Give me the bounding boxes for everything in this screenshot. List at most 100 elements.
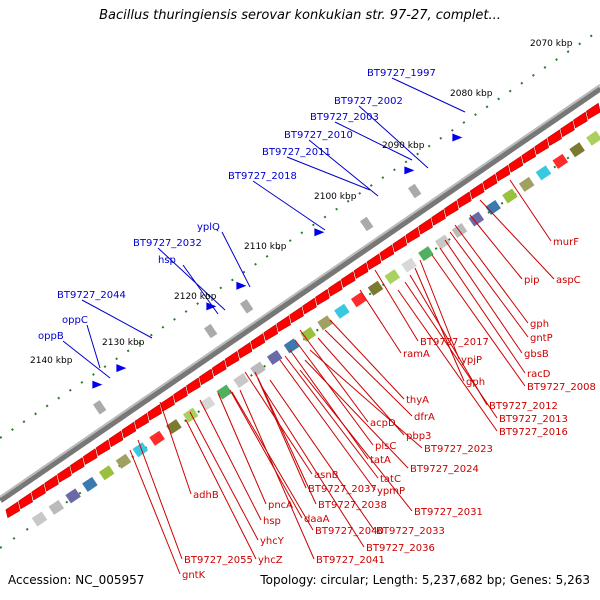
gene-arrow-forward (573, 111, 588, 129)
gene-label-inner: BT9727_2036 (366, 543, 435, 554)
gene-label-outer: hsp (158, 255, 176, 266)
scale-label: 2130 kbp (102, 338, 145, 348)
inner-leader-line (261, 386, 365, 548)
accession-label: Accession: NC_005957 (8, 573, 145, 587)
gene-label-inner: BT9727_2037 (308, 484, 377, 495)
inner-leader-line (199, 399, 262, 521)
gene-arrow-forward (431, 209, 446, 226)
inner-leader-line (129, 449, 181, 575)
outer-leader-line (157, 247, 226, 311)
gene-label-inner: gbsB (524, 349, 549, 360)
gene-box (418, 246, 434, 262)
outer-leader-line (221, 231, 251, 288)
gene-label-inner: adhB (193, 490, 219, 501)
gene-label-inner: BT9727_2041 (316, 555, 385, 566)
gene-arrow-forward (224, 350, 240, 368)
inner-leader-line (419, 259, 460, 360)
gene-box (65, 488, 81, 504)
inner-leader-line (279, 359, 376, 491)
gene-arrow-forward (289, 306, 304, 324)
gene-box (485, 199, 501, 215)
gene-arrow-forward (82, 448, 98, 466)
gene-label-inner: racD (527, 369, 551, 380)
gene-label-inner: yhcZ (258, 555, 283, 566)
gene-label-inner: hsp (263, 516, 281, 527)
gene-label-inner: BT9727_2033 (376, 526, 445, 537)
gene-label-inner: ramA (403, 349, 430, 360)
inner-leader-line (299, 329, 369, 423)
inner-leader-line (359, 289, 402, 354)
outer-leader-line (62, 340, 111, 379)
gene-arrow-forward (495, 164, 511, 182)
gene-arrow-forward (5, 501, 21, 519)
gene-label-outer: BT9727_2044 (57, 290, 126, 301)
gene-arrow-forward (586, 102, 600, 120)
gene-arrow-forward (405, 226, 420, 244)
inner-leader-line (231, 391, 314, 531)
gene-label-inner: gntK (182, 570, 206, 581)
gene-label-inner: aspC (556, 275, 581, 286)
gene-box (350, 292, 367, 308)
genome-backbone (0, 85, 600, 503)
gene-arrow-forward (392, 235, 408, 253)
gene-label-inner: thyA (406, 395, 429, 406)
gene-arrow-forward (31, 483, 46, 501)
gene-label-inner: pncA (268, 500, 293, 511)
gene-arrow-reverse (236, 281, 247, 290)
genome-backbone-highlight (0, 84, 600, 498)
inner-leader-line (374, 269, 419, 342)
inner-leader-line (284, 355, 379, 479)
inner-leader-line (397, 289, 498, 432)
gene-arrow-forward (328, 279, 343, 297)
scale-label: 2080 kbp (450, 89, 493, 99)
inner-leader-line (239, 389, 315, 560)
inner-leader-line (469, 214, 523, 280)
inner-leader-line (137, 439, 183, 560)
gene-arrow-forward (70, 457, 85, 474)
inner-leader-line (289, 349, 369, 460)
inner-leader-line (299, 369, 413, 512)
gene-label-outer: oppC (62, 315, 88, 326)
gene-arrow-forward (444, 200, 459, 217)
gene-arrow-forward (199, 368, 214, 386)
gene-box (250, 361, 266, 377)
gene-box (401, 257, 417, 273)
gene-label-inner: pip (524, 275, 539, 286)
gene-label-outer: BT9727_2032 (133, 238, 202, 249)
gene-label-inner: BT9727_2008 (527, 382, 596, 393)
gene-box (434, 234, 451, 250)
gene-box-outer (360, 216, 374, 232)
inner-leader-line (444, 239, 523, 354)
gene-label-inner: yhcY (260, 536, 285, 547)
gene-arrow-forward (186, 377, 201, 395)
scale-label: 2110 kbp (244, 242, 287, 252)
gene-box (266, 349, 283, 365)
gene-label-inner: gph (466, 377, 485, 388)
inner-leader-line (404, 281, 498, 419)
gene-box (317, 315, 333, 331)
inner-leader-line (189, 411, 259, 541)
gene-box (115, 453, 132, 469)
gene-arrow-forward (508, 155, 524, 173)
gene-label-inner: ypjP (461, 355, 482, 366)
gene-box-outer (408, 183, 422, 199)
gene-arrow-forward (340, 271, 356, 288)
map-title: Bacillus thuringiensis serovar konkukian… (99, 8, 501, 23)
gene-label-inner: tatC (380, 474, 401, 485)
inner-leader-line (185, 419, 257, 560)
gene-arrow-forward (457, 191, 472, 209)
gene-label-inner: gph (530, 319, 549, 330)
gene-box-outer (240, 299, 254, 314)
inner-leader-line (317, 337, 405, 436)
inner-leader-line (309, 349, 423, 449)
outer-leader-line (358, 105, 429, 169)
gene-arrow-forward (211, 359, 227, 377)
inner-leader-line (269, 379, 375, 531)
gene-box (502, 188, 518, 204)
outer-leader-line (308, 139, 379, 197)
gene-box (149, 430, 165, 446)
gene-label-inner: acpD (370, 418, 396, 429)
gene-box (367, 280, 384, 296)
inner-leader-line (257, 377, 317, 505)
